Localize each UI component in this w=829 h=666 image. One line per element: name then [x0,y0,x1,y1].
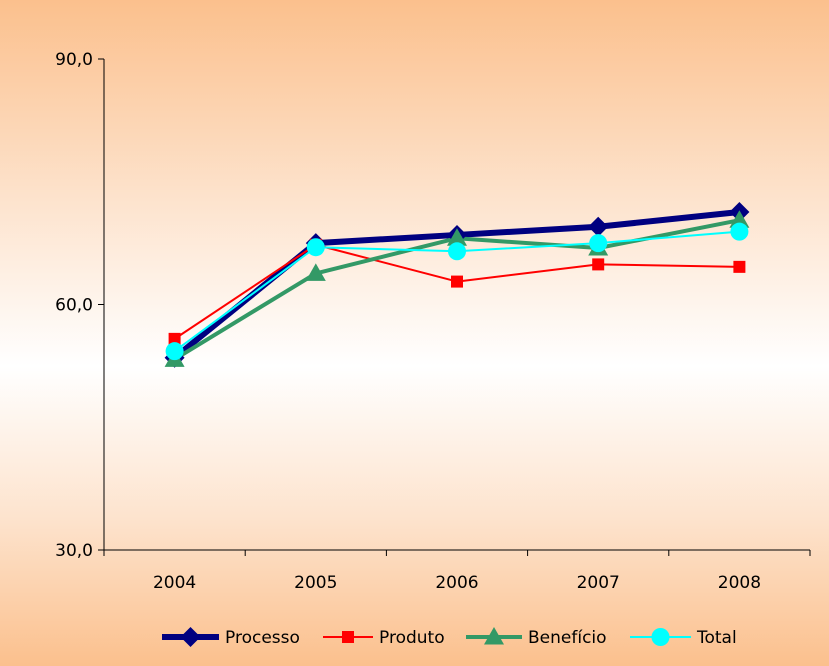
data-point-total [448,242,466,261]
legend-marker-total [651,628,670,646]
y-axis-ticks: 30,0 60,0 90,0 [55,50,104,561]
data-point-beneficio [305,263,326,281]
x-tick-label: 2006 [435,573,478,593]
legend-marker-beneficio [484,627,504,645]
y-tick-label: 60,0 [55,296,93,316]
legend-label-beneficio: Benefício [528,628,607,648]
chart-axes [103,59,810,551]
x-tick-label: 2005 [294,573,337,593]
data-point-total [306,238,325,257]
series-markers [164,202,750,368]
data-point-total [589,234,608,253]
data-point-produto [451,275,463,288]
data-point-produto [733,260,746,273]
y-tick-label: 30,0 [55,541,93,561]
legend-label-processo: Processo [225,628,300,648]
x-axis-ticks: 2004 2005 2006 2007 2008 [103,550,811,593]
y-tick-label: 90,0 [55,50,93,70]
data-point-total [165,342,184,361]
legend-marker-processo [180,627,201,647]
legend-label-total: Total [696,628,737,648]
data-point-total [730,222,749,241]
legend-label-produto: Produto [379,628,445,648]
legend: Processo Produto Benefício Total [162,627,737,648]
data-point-processo [588,216,609,237]
x-tick-label: 2007 [577,573,620,593]
x-tick-label: 2008 [718,573,761,593]
legend-marker-produto [342,631,354,643]
data-point-beneficio [729,210,750,228]
x-tick-label: 2004 [153,573,196,593]
data-point-produto [592,258,605,271]
data-point-beneficio [447,228,467,246]
data-point-produto [168,332,181,345]
